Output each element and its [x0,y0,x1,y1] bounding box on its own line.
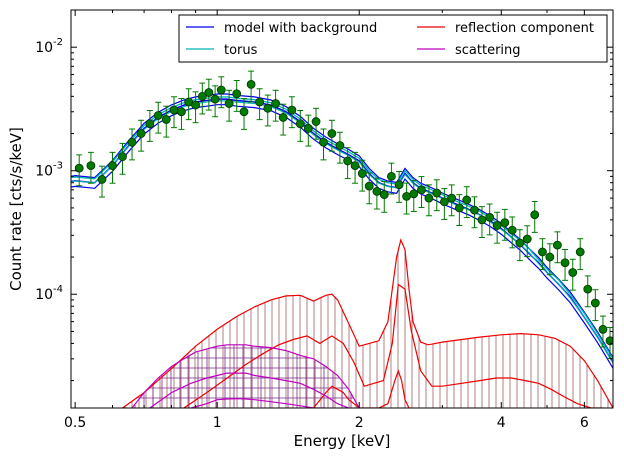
data-point [507,225,517,235]
data-point [552,240,562,250]
data-point [204,88,214,97]
x-tick-label: 6 [580,415,589,431]
data-point [287,105,297,115]
data-point [311,117,321,126]
data-point [255,97,265,107]
data-point [372,187,382,196]
reflection-line-3 [313,368,410,408]
data-point [522,234,532,244]
data-point [118,152,127,162]
data-point [500,218,510,228]
data-point [127,137,137,147]
y-tick-label: 10-2 [35,37,63,56]
legend-label: reflection component [455,21,594,36]
data-point [447,193,457,203]
data-point [177,107,186,117]
data-point [409,189,419,199]
data-point [161,115,171,124]
data-point [191,100,200,110]
data-point [295,119,305,129]
data-point [530,210,540,220]
data-point [169,105,179,115]
scattering-line-3 [190,397,326,408]
data-point [545,252,555,262]
data-point [343,156,353,166]
scattering-line-1 [131,344,360,408]
data-points [74,70,613,359]
data-point [232,89,242,99]
data-point [197,91,207,101]
data-point [239,107,249,117]
data-point [246,79,256,89]
data-point [86,161,96,171]
data-point [515,238,525,248]
data-point [350,161,360,171]
data-point [210,94,220,104]
legend-label: scattering [455,43,521,58]
axis-ticks: 0.5 1 2 4 6 10-4 10-3 10-2 [35,9,613,431]
legend: model with background reflection componen… [178,14,608,63]
data-point [224,99,234,108]
y-axis-label: Count rate [cts/s/keV] [7,127,25,291]
data-point [327,129,337,138]
plot-frame [70,9,614,409]
data-point [492,221,502,230]
data-point [303,124,313,133]
data-point [145,119,155,129]
data-point [424,193,434,203]
x-tick-label: 0.5 [64,415,86,431]
x-tick-label: 4 [497,415,506,431]
data-point [278,113,288,122]
legend-label: torus [224,43,258,58]
data-point [335,141,345,150]
data-point [470,205,479,215]
data-point [485,212,495,222]
x-axis-label: Energy [keV] [294,432,391,450]
data-point [108,161,117,171]
data-point [97,175,107,184]
data-point [263,103,273,113]
data-point [477,215,487,225]
data-point [605,336,613,346]
data-point [379,190,389,200]
x-tick-label: 1 [213,415,222,431]
data-point [357,169,367,178]
legend-box [178,14,608,63]
data-point [598,324,608,334]
data-point [560,258,570,268]
data-point [417,185,426,195]
x-tick-label: 2 [355,415,364,431]
shaded-fills [124,250,609,408]
y-tick-label: 10-4 [35,284,63,303]
data-point [575,247,585,257]
y-tick-label: 10-3 [35,161,63,180]
data-point [364,181,374,191]
data-point [153,111,163,120]
data-point [590,298,600,308]
data-point [538,247,547,257]
reflection-line-1 [122,238,613,408]
data-point [74,163,84,173]
data-point [319,137,328,147]
data-point [583,284,593,294]
scattering-line-2 [149,372,349,408]
data-point [271,99,281,108]
data-point [432,188,442,198]
data-point [136,129,146,138]
data-point [462,195,472,205]
data-point [454,203,464,213]
data-point [568,268,578,277]
reflection-line-2 [183,283,604,408]
data-point [394,180,404,190]
data-point [216,85,226,95]
data-point [439,197,449,207]
data-point [387,171,396,181]
legend-label: model with background [224,21,377,36]
